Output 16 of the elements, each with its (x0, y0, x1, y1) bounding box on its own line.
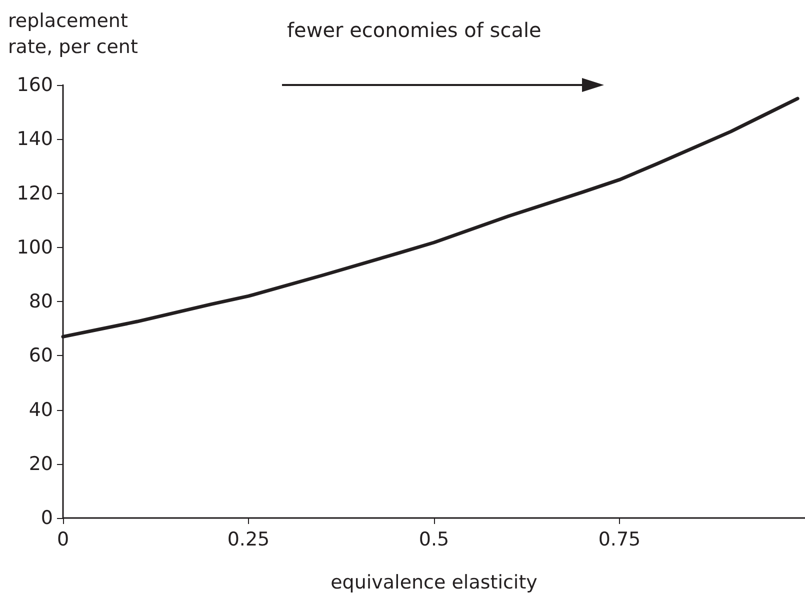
y-tick-label: 160 (16, 74, 53, 96)
x-tick-label: 0.5 (418, 528, 450, 550)
y-tick-label: 0 (40, 507, 53, 529)
y-tick-label: 100 (16, 236, 53, 258)
y-tick-label: 120 (16, 182, 53, 204)
y-tick-label: 40 (28, 398, 53, 421)
y-tick-label: 20 (28, 452, 53, 475)
y-tick-label: 140 (16, 128, 53, 150)
x-axis-title: equivalence elasticity (330, 572, 538, 594)
y-axis-title: replacement rate, per cent (8, 10, 138, 58)
y-tick-label: 80 (28, 290, 53, 312)
x-tick-label: 0.75 (598, 528, 641, 550)
x-tick-label: 0 (56, 528, 70, 550)
x-tick-label: 0.25 (227, 528, 270, 550)
text: fewer economies of scale (287, 18, 542, 42)
y-tick-label: 60 (28, 344, 53, 367)
